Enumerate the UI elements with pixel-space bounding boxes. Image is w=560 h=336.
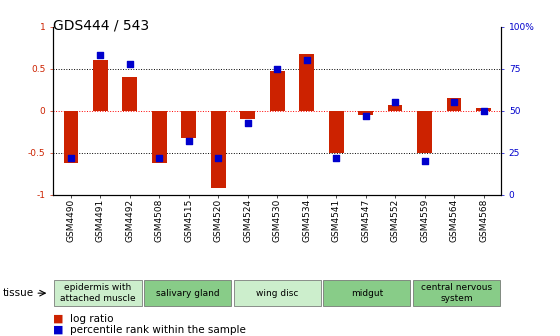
Bar [93, 60, 108, 111]
Text: percentile rank within the sample: percentile rank within the sample [70, 325, 246, 335]
Bar [417, 111, 432, 153]
Bar [152, 111, 167, 163]
Text: central nervous
system: central nervous system [421, 284, 492, 303]
Bar [270, 72, 284, 111]
Bar [144, 280, 231, 306]
Bar [388, 105, 403, 111]
Bar [476, 108, 491, 111]
Point [302, 58, 311, 63]
Bar [329, 111, 343, 153]
Text: wing disc: wing disc [256, 289, 298, 298]
Point [420, 159, 429, 164]
Bar [211, 111, 226, 188]
Bar [234, 280, 321, 306]
Text: midgut: midgut [351, 289, 383, 298]
Bar [323, 280, 410, 306]
Point [450, 100, 459, 105]
Point [155, 155, 164, 161]
Text: tissue: tissue [3, 288, 34, 298]
Text: epidermis with
attached muscle: epidermis with attached muscle [60, 284, 136, 303]
Point [332, 155, 340, 161]
Point [125, 61, 134, 67]
Point [214, 155, 223, 161]
Text: log ratio: log ratio [70, 313, 114, 324]
Text: salivary gland: salivary gland [156, 289, 220, 298]
Point [479, 108, 488, 114]
Point [184, 138, 193, 144]
Point [67, 155, 76, 161]
Point [391, 100, 400, 105]
Bar [63, 111, 78, 163]
Bar [413, 280, 500, 306]
Text: ■: ■ [53, 313, 64, 324]
Point [96, 53, 105, 58]
Bar [123, 77, 137, 111]
Point [243, 120, 252, 125]
Text: ■: ■ [53, 325, 64, 335]
Bar [54, 280, 142, 306]
Bar [447, 98, 461, 111]
Point [361, 113, 370, 119]
Bar [240, 111, 255, 119]
Bar [181, 111, 196, 138]
Bar [299, 54, 314, 111]
Bar [358, 111, 373, 115]
Point [273, 66, 282, 72]
Text: GDS444 / 543: GDS444 / 543 [53, 18, 150, 33]
